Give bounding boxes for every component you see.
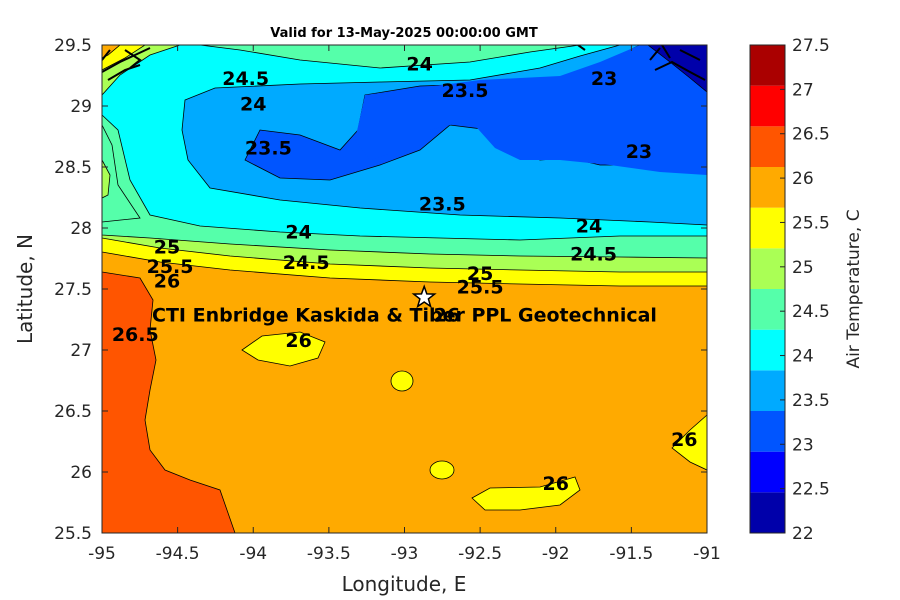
colorbar-swatch [750, 45, 785, 86]
coastline-nw [102, 47, 151, 81]
colorbar-swatch [750, 126, 785, 167]
coastline-n [577, 45, 586, 51]
contour-label: 24.5 [570, 244, 617, 266]
colorbar: 22 22.5 23 23.5 24 24.5 25 25.5 26 26.5 27 27.5 [749, 36, 830, 544]
contour-region-23b [355, 45, 707, 175]
contour-label: 26 [154, 270, 180, 292]
contour-label: 23.5 [442, 80, 489, 102]
contour-label: 25.5 [147, 256, 194, 278]
contour-label: 24 [240, 94, 266, 116]
contour-island-3 [429, 460, 455, 480]
site-label: CTI Enbridge Kaskida & Tiber PPL Geotech… [152, 305, 657, 327]
coastline-ne [649, 45, 706, 81]
y-axis-label: Latitude, N [13, 234, 37, 344]
colorbar-swatch [750, 207, 785, 249]
colorbar-frame [749, 44, 786, 534]
x-tick-label: -92.5 [458, 544, 502, 564]
contour-label: 25.5 [457, 277, 504, 299]
contour-label: 24 [576, 216, 602, 238]
y-tick-label: 27.5 [54, 280, 92, 300]
y-tick-label: 27 [70, 341, 92, 361]
y-tick-label: 28.5 [54, 158, 92, 178]
contour-label: 25 [154, 236, 180, 258]
colorbar-swatch [750, 451, 785, 493]
y-tick-label: 25.5 [54, 524, 92, 544]
x-axis-ticks: -95 -94.5 -94 -93.5 -93 -92.5 -92 -91.5 -91 [88, 45, 721, 564]
x-tick-label: -94 [239, 544, 267, 564]
y-tick-label: 28 [70, 219, 92, 239]
colorbar-tick-label: 23 [792, 435, 814, 455]
colorbar-tick-label: 22 [792, 524, 814, 544]
colorbar-swatch [750, 370, 785, 411]
contour-label: 24.5 [283, 252, 330, 274]
x-tick-label: -91.5 [609, 544, 653, 564]
contour-label: 23 [591, 68, 617, 90]
contour-island-2 [390, 370, 414, 392]
contour-label: 24 [406, 53, 432, 75]
x-tick-label: -95 [88, 544, 116, 564]
contour-region-w-245 [102, 124, 141, 223]
contour-label: 23.5 [245, 137, 292, 159]
colorbar-tick-label: 24 [792, 347, 814, 367]
contour-island-4 [471, 476, 581, 511]
x-axis-label: Longitude, E [342, 572, 467, 596]
y-tick-label: 29 [70, 97, 92, 117]
contour-label: 24 [285, 222, 311, 244]
x-tick-label: -93 [391, 544, 419, 564]
colorbar-tick-label: 27.5 [792, 36, 830, 56]
contour-label: 26 [671, 429, 697, 451]
contour-label: 26 [285, 330, 311, 352]
contour-label: 26 [434, 305, 460, 327]
x-tick-label: -91 [693, 544, 721, 564]
colorbar-tick-label: 22.5 [792, 480, 830, 500]
colorbar-swatch [750, 289, 785, 330]
colorbar-swatch [750, 85, 785, 127]
contour-label: 24.5 [222, 68, 269, 90]
x-tick-label: -94.5 [156, 544, 200, 564]
colorbar-swatch [750, 167, 785, 208]
colorbar-swatch [750, 411, 785, 452]
contour-island-5 [671, 414, 707, 471]
contour-fill [102, 45, 707, 533]
plot-title: Valid for 13-May-2025 00:00:00 GMT [270, 26, 538, 41]
contour-label: 23 [626, 141, 652, 163]
colorbar-tick-label: 26 [792, 169, 814, 189]
colorbar-label: Air Temperature, C [844, 209, 864, 368]
contour-label: 26 [543, 473, 569, 495]
contour-label: 26.5 [112, 324, 159, 346]
contour-label: 25 [467, 263, 493, 285]
y-tick-label: 29.5 [54, 36, 92, 56]
contour-region-w-25 [102, 159, 111, 199]
site-marker-group: CTI Enbridge Kaskida & Tiber PPL Geotech… [152, 284, 657, 327]
x-tick-label: -92 [542, 544, 570, 564]
site-star-icon [411, 284, 437, 309]
x-tick-label: -93.5 [307, 544, 351, 564]
colorbar-swatch [750, 248, 785, 289]
colorbar-swatch [750, 329, 785, 371]
colorbar-tick-label: 26.5 [792, 125, 830, 145]
colorbar-tick-label: 27 [792, 80, 814, 100]
colorbar-swatch [750, 492, 785, 533]
y-tick-label: 26 [70, 463, 92, 483]
contour-label: 23.5 [419, 194, 466, 216]
colorbar-tick-label: 25 [792, 258, 814, 278]
y-tick-label: 26.5 [54, 402, 92, 422]
contour-region-26-5 [102, 271, 236, 533]
colorbar-tick-label: 23.5 [792, 391, 830, 411]
contour-island-1 [241, 331, 326, 367]
colorbar-tick-label: 25.5 [792, 213, 830, 233]
colorbar-tick-label: 24.5 [792, 302, 830, 322]
